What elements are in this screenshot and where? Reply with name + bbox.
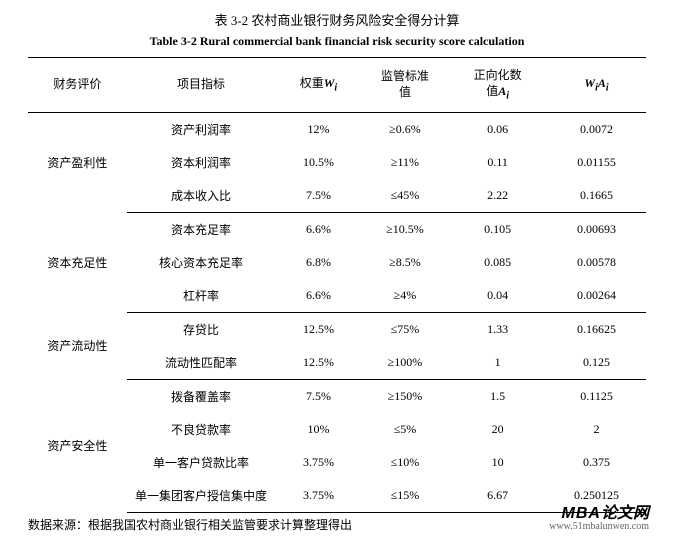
cell-norm: 2.22 <box>448 179 547 213</box>
cell-weight: 10% <box>275 413 362 446</box>
header-standard: 监管标准值 <box>362 58 449 113</box>
cell-standard: ≤15% <box>362 479 449 513</box>
cell-standard: ≤75% <box>362 312 449 346</box>
table-row: 资产流动性存贷比12.5%≤75%1.330.16625 <box>28 312 646 346</box>
category-cell: 资产安全性 <box>28 379 127 512</box>
category-cell: 资产流动性 <box>28 312 127 379</box>
cell-weight: 6.6% <box>275 279 362 313</box>
cell-weight: 10.5% <box>275 146 362 179</box>
table-caption-en: Table 3-2 Rural commercial bank financia… <box>28 34 646 49</box>
cell-standard: ≥0.6% <box>362 112 449 146</box>
cell-wa: 0.00264 <box>547 279 646 313</box>
header-weight: 权重Wi <box>275 58 362 113</box>
cell-indicator: 拨备覆盖率 <box>127 379 275 413</box>
cell-norm: 6.67 <box>448 479 547 513</box>
watermark-logo: MBA论文网 <box>549 499 649 523</box>
cell-norm: 1 <box>448 346 547 380</box>
cell-weight: 6.6% <box>275 212 362 246</box>
cell-indicator: 资本充足率 <box>127 212 275 246</box>
cell-wa: 0.01155 <box>547 146 646 179</box>
cell-weight: 12.5% <box>275 312 362 346</box>
watermark: MBA论文网 www.51mbalunwen.com <box>549 499 649 532</box>
cell-norm: 0.06 <box>448 112 547 146</box>
table-body: 资产盈利性资产利润率12%≥0.6%0.060.0072资本利润率10.5%≥1… <box>28 112 646 512</box>
cell-weight: 3.75% <box>275 479 362 513</box>
cell-weight: 6.8% <box>275 246 362 279</box>
cell-indicator: 杠杆率 <box>127 279 275 313</box>
cell-weight: 3.75% <box>275 446 362 479</box>
cell-wa: 0.00578 <box>547 246 646 279</box>
watermark-url: www.51mbalunwen.com <box>549 521 649 532</box>
cell-wa: 0.1125 <box>547 379 646 413</box>
header-indicator: 项目指标 <box>127 58 275 113</box>
cell-indicator: 单一客户贷款比率 <box>127 446 275 479</box>
cell-weight: 12% <box>275 112 362 146</box>
category-cell: 资产盈利性 <box>28 112 127 212</box>
table-caption-zh: 表 3-2 农村商业银行财务风险安全得分计算 <box>28 10 646 29</box>
cell-indicator: 资本利润率 <box>127 146 275 179</box>
cell-indicator: 不良贷款率 <box>127 413 275 446</box>
cell-wa: 0.1665 <box>547 179 646 213</box>
cell-wa: 2 <box>547 413 646 446</box>
table-header-row: 财务评价 项目指标 权重Wi 监管标准值 正向化数值Ai WiAi <box>28 58 646 113</box>
cell-indicator: 核心资本充足率 <box>127 246 275 279</box>
table-row: 资本充足性资本充足率6.6%≥10.5%0.1050.00693 <box>28 212 646 246</box>
cell-standard: ≥8.5% <box>362 246 449 279</box>
cell-indicator: 资产利润率 <box>127 112 275 146</box>
cell-standard: ≤5% <box>362 413 449 446</box>
cell-standard: ≥11% <box>362 146 449 179</box>
table-row: 资产安全性拨备覆盖率7.5%≥150%1.50.1125 <box>28 379 646 413</box>
cell-standard: ≤10% <box>362 446 449 479</box>
cell-indicator: 存贷比 <box>127 312 275 346</box>
cell-norm: 1.33 <box>448 312 547 346</box>
category-cell: 资本充足性 <box>28 212 127 312</box>
header-normalized: 正向化数值Ai <box>448 58 547 113</box>
cell-weight: 7.5% <box>275 179 362 213</box>
cell-wa: 0.125 <box>547 346 646 380</box>
cell-norm: 0.085 <box>448 246 547 279</box>
cell-standard: ≥150% <box>362 379 449 413</box>
cell-norm: 0.04 <box>448 279 547 313</box>
cell-indicator: 单一集团客户授信集中度 <box>127 479 275 513</box>
cell-norm: 20 <box>448 413 547 446</box>
cell-standard: ≤45% <box>362 179 449 213</box>
cell-weight: 12.5% <box>275 346 362 380</box>
cell-wa: 0.16625 <box>547 312 646 346</box>
cell-weight: 7.5% <box>275 379 362 413</box>
cell-standard: ≥100% <box>362 346 449 380</box>
cell-standard: ≥10.5% <box>362 212 449 246</box>
cell-norm: 0.105 <box>448 212 547 246</box>
cell-norm: 10 <box>448 446 547 479</box>
cell-indicator: 流动性匹配率 <box>127 346 275 380</box>
cell-wa: 0.0072 <box>547 112 646 146</box>
risk-score-table: 财务评价 项目指标 权重Wi 监管标准值 正向化数值Ai WiAi 资产盈利性资… <box>28 57 646 513</box>
table-row: 资产盈利性资产利润率12%≥0.6%0.060.0072 <box>28 112 646 146</box>
cell-standard: ≥4% <box>362 279 449 313</box>
cell-norm: 0.11 <box>448 146 547 179</box>
header-evaluation: 财务评价 <box>28 58 127 113</box>
cell-wa: 0.375 <box>547 446 646 479</box>
cell-wa: 0.00693 <box>547 212 646 246</box>
cell-norm: 1.5 <box>448 379 547 413</box>
cell-indicator: 成本收入比 <box>127 179 275 213</box>
header-wa: WiAi <box>547 58 646 113</box>
